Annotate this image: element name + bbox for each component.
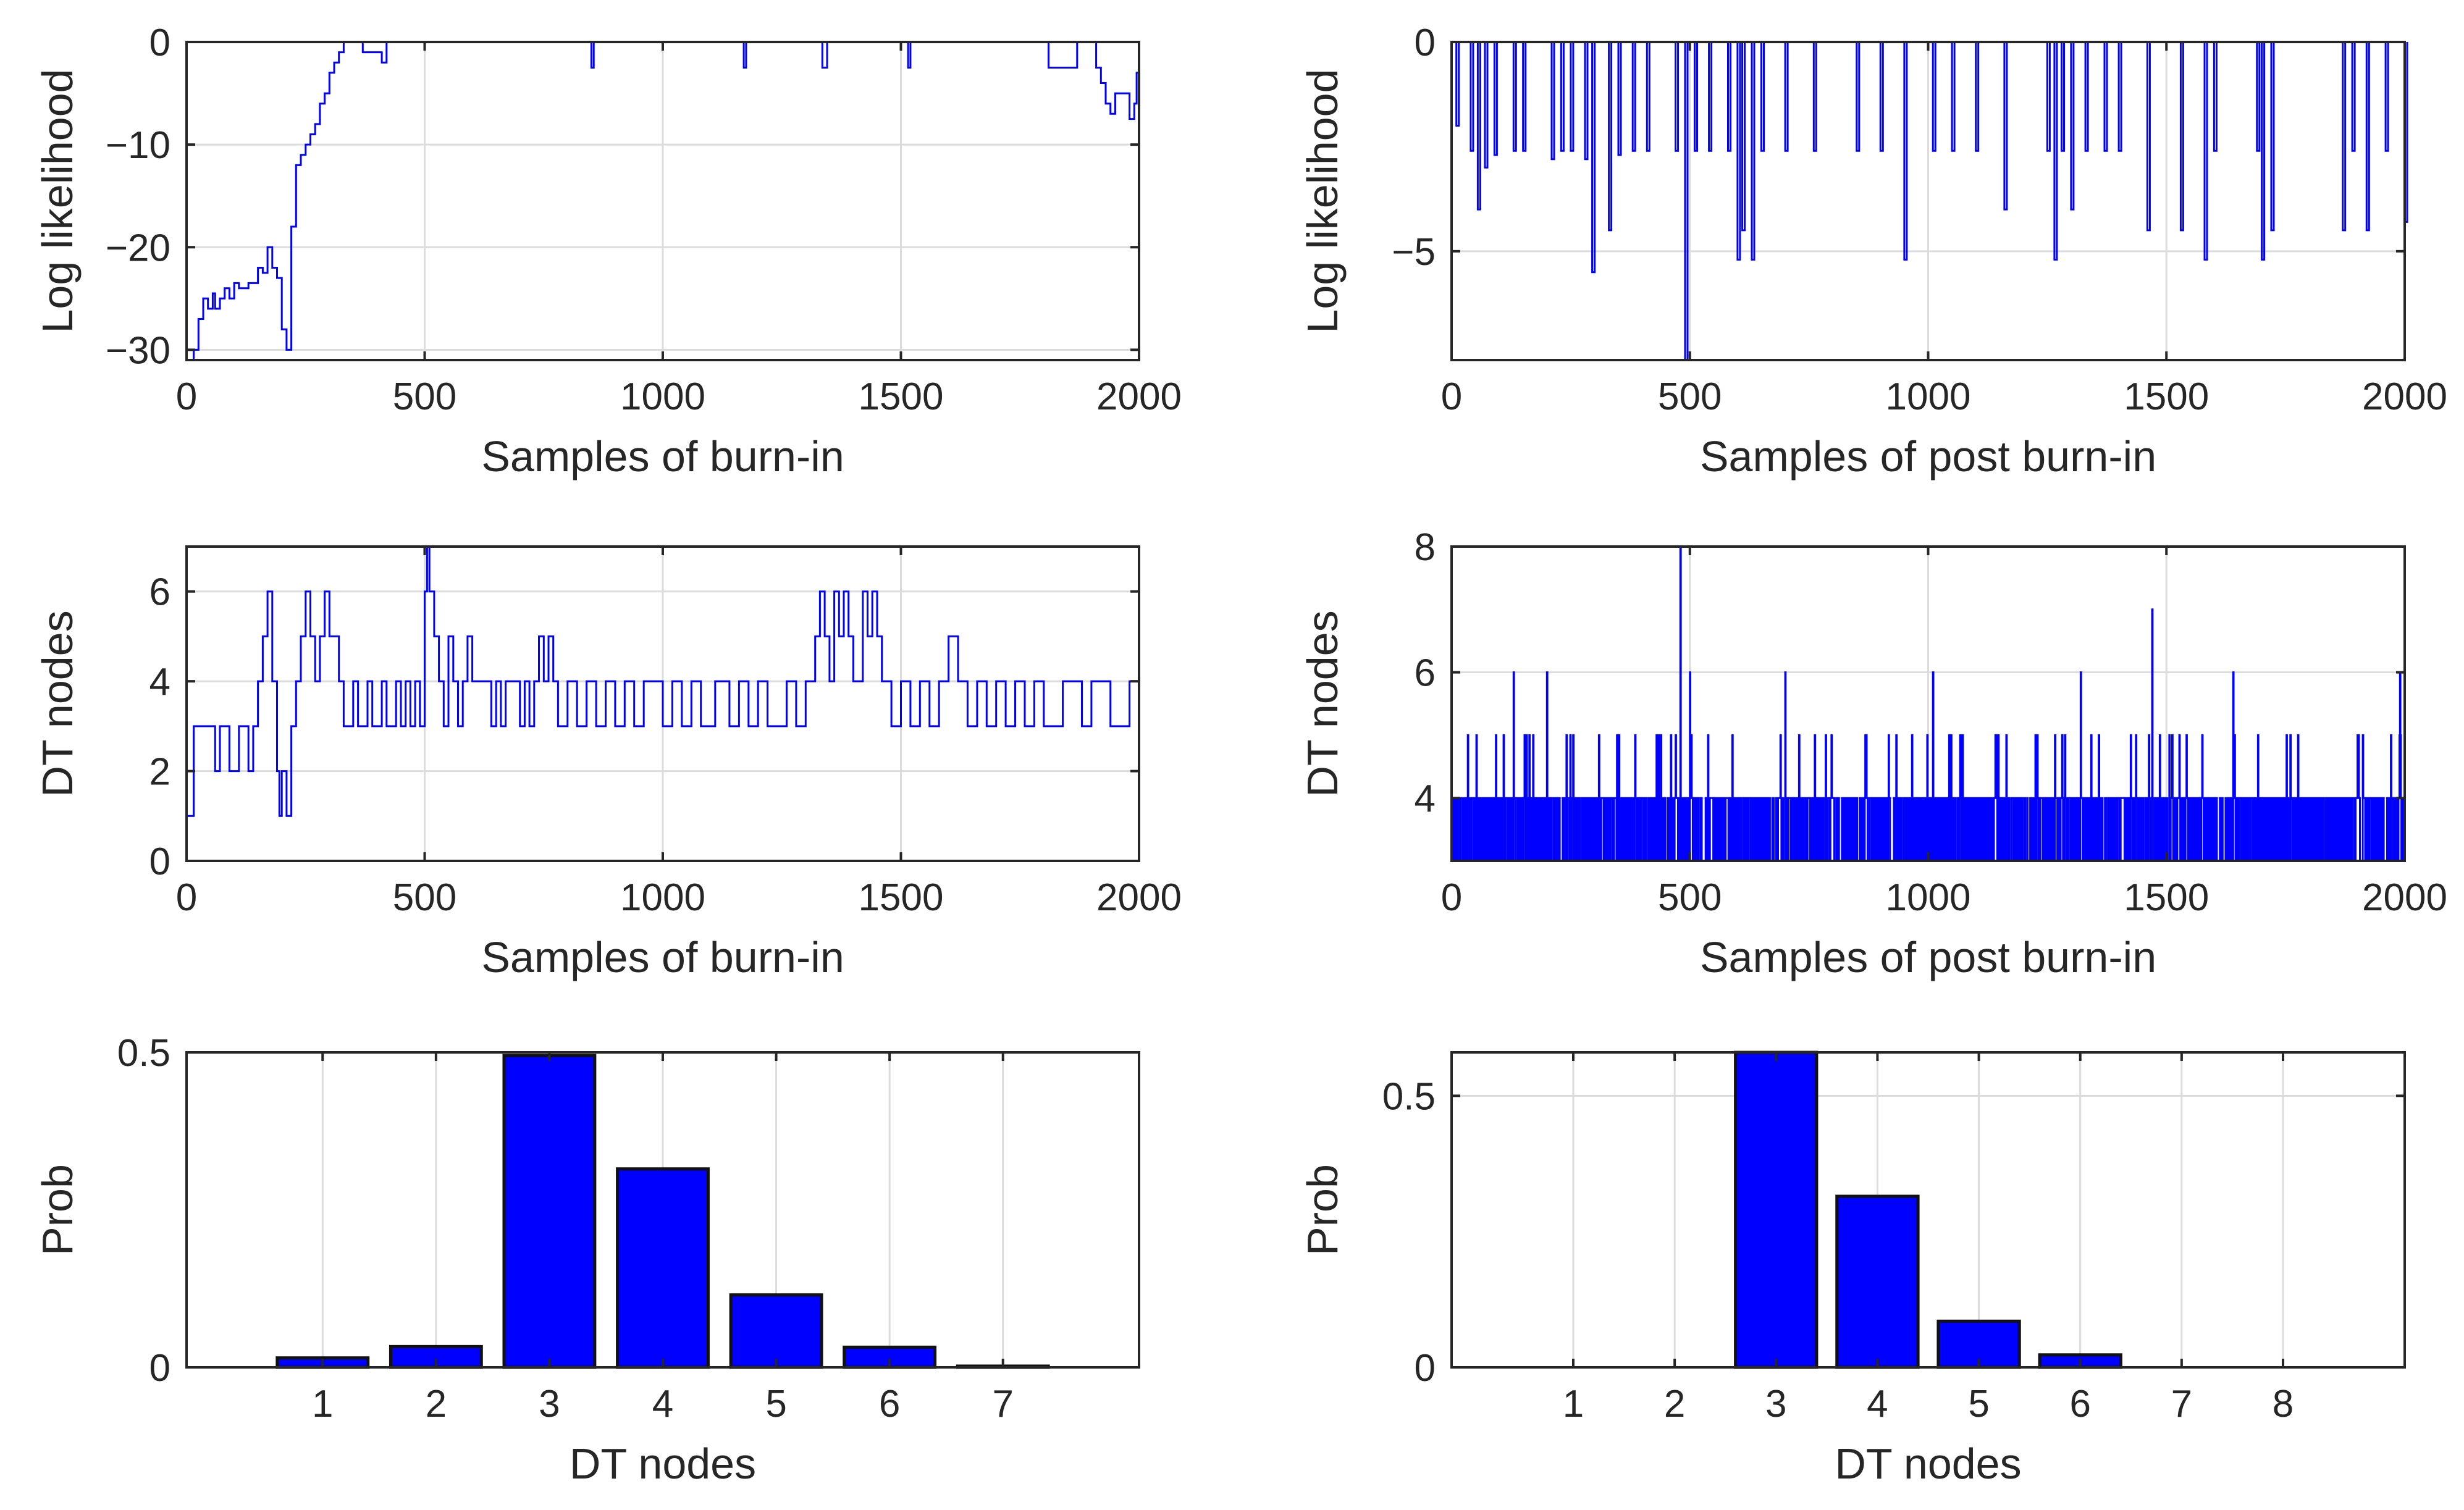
bar-5 — [729, 1293, 823, 1369]
ticks: 0 500 1000 1500 2000 −5 0 — [1392, 22, 2447, 418]
y-axis-label: Prob — [33, 1164, 82, 1256]
x-tick-label: 6 — [879, 1383, 900, 1425]
x-tick-label: 1000 — [1886, 876, 1971, 919]
x-tick-label: 2 — [426, 1383, 447, 1425]
y-tick-label: 0 — [149, 841, 170, 883]
y-axis-label: Log likelihood — [33, 69, 82, 333]
x-tick-label: 1000 — [1886, 375, 1971, 418]
y-tick-label: 6 — [149, 571, 170, 614]
x-tick-label: 6 — [2069, 1383, 2090, 1425]
x-tick-label: 2 — [1664, 1383, 1685, 1425]
ticks: 1 2 3 4 5 6 7 0 0.5 — [117, 1032, 1139, 1425]
y-axis-label: Prob — [1298, 1164, 1347, 1256]
x-axis-label: DT nodes — [570, 1440, 756, 1488]
x-tick-label: 500 — [1658, 375, 1722, 418]
y-tick-label: 0.5 — [1382, 1075, 1436, 1118]
x-axis-label: DT nodes — [1835, 1440, 2021, 1488]
x-tick-label: 2000 — [2362, 876, 2447, 919]
x-tick-label: 4 — [1867, 1383, 1888, 1425]
y-tick-label: 0 — [149, 22, 170, 64]
x-axis-label: Samples of post burn-in — [1700, 933, 2156, 981]
x-tick-label: 3 — [1765, 1383, 1786, 1425]
bar-3 — [502, 1054, 597, 1369]
bar-4 — [1835, 1194, 1920, 1369]
x-tick-label: 2000 — [1096, 876, 1182, 919]
x-axis-label: Samples of burn-in — [481, 432, 844, 480]
y-tick-label: −30 — [106, 329, 170, 372]
x-tick-label: 5 — [765, 1383, 786, 1425]
x-tick-label: 8 — [2273, 1383, 2294, 1425]
x-tick-label: 3 — [539, 1383, 560, 1425]
x-tick-label: 500 — [1658, 876, 1722, 919]
y-tick-label: 0 — [1415, 22, 1436, 64]
x-tick-label: 0 — [176, 375, 197, 418]
grid — [1452, 42, 2405, 360]
x-tick-label: 7 — [992, 1383, 1013, 1425]
x-tick-label: 1500 — [859, 876, 944, 919]
x-tick-label: 0 — [1441, 375, 1462, 418]
panel-postburnin-histogram: 1 2 3 4 5 6 7 8 0 0.5 DT nodes Prob — [1298, 1051, 2406, 1488]
x-tick-label: 2000 — [1096, 375, 1182, 418]
x-tick-label: 5 — [1968, 1383, 1989, 1425]
series-line — [1452, 41, 2408, 361]
y-axis-label: DT nodes — [1298, 610, 1347, 797]
axes-box — [1450, 1051, 2406, 1369]
series-line — [1451, 545, 2406, 862]
x-tick-label: 500 — [393, 375, 456, 418]
bar-2 — [389, 1344, 483, 1369]
y-tick-label: 0 — [149, 1347, 170, 1390]
x-tick-label: 0 — [1441, 876, 1462, 919]
grid — [187, 42, 1139, 360]
grid — [1452, 1052, 2405, 1367]
y-tick-label: 0 — [1415, 1347, 1436, 1390]
x-tick-label: 1 — [1563, 1383, 1584, 1425]
x-tick-label: 1 — [312, 1383, 333, 1425]
x-tick-label: 1500 — [859, 375, 944, 418]
y-tick-label: 0.5 — [117, 1032, 170, 1075]
bar-3 — [1734, 1051, 1819, 1369]
x-tick-label: 1500 — [2124, 876, 2209, 919]
x-axis-label: Samples of post burn-in — [1700, 432, 2156, 480]
trace-layer — [1451, 545, 2406, 862]
panel-postburnin-loglik: 0 500 1000 1500 2000 −5 0 Samples of post burn… — [1298, 22, 2447, 480]
trace-layer — [1452, 41, 2408, 361]
bar-4 — [616, 1167, 710, 1369]
y-tick-label: 8 — [1415, 526, 1436, 569]
y-tick-label: −20 — [106, 227, 170, 269]
ticks: 1 2 3 4 5 6 7 8 0 0.5 — [1382, 1052, 2405, 1425]
ticks: 0 500 1000 1500 2000 4 6 8 — [1415, 526, 2447, 919]
x-axis-label: Samples of burn-in — [481, 933, 844, 981]
x-tick-label: 1500 — [2124, 375, 2209, 418]
series-line — [187, 545, 1140, 817]
ticks: 0 500 1000 1500 2000 −30 −20 −10 0 — [106, 22, 1182, 418]
x-tick-label: 500 — [393, 876, 456, 919]
y-axis-label: Log likelihood — [1298, 69, 1347, 333]
y-tick-label: −10 — [106, 124, 170, 167]
panel-burnin-loglik: 0 500 1000 1500 2000 −30 −20 −10 0 Samples of bu… — [33, 22, 1182, 480]
x-tick-label: 4 — [652, 1383, 673, 1425]
y-tick-label: −5 — [1392, 231, 1436, 274]
y-tick-label: 4 — [149, 661, 170, 703]
bar-layer — [1734, 1051, 2122, 1369]
ticks: 0 500 1000 1500 2000 0 2 4 6 — [149, 547, 1182, 919]
y-tick-label: 4 — [1415, 778, 1436, 820]
trace-layer — [187, 545, 1140, 817]
x-tick-label: 0 — [176, 876, 197, 919]
panel-burnin-histogram: 1 2 3 4 5 6 7 0 0.5 DT nodes Prob — [33, 1032, 1140, 1488]
x-tick-label: 2000 — [2362, 375, 2447, 418]
y-tick-label: 6 — [1415, 652, 1436, 695]
x-tick-label: 7 — [2171, 1383, 2192, 1425]
y-axis-label: DT nodes — [33, 610, 82, 797]
y-tick-label: 2 — [149, 751, 170, 794]
x-tick-label: 1000 — [620, 375, 705, 418]
panel-postburnin-nodes: 0 500 1000 1500 2000 4 6 8 Samples of post burn… — [1298, 526, 2447, 981]
x-tick-label: 1000 — [620, 876, 705, 919]
